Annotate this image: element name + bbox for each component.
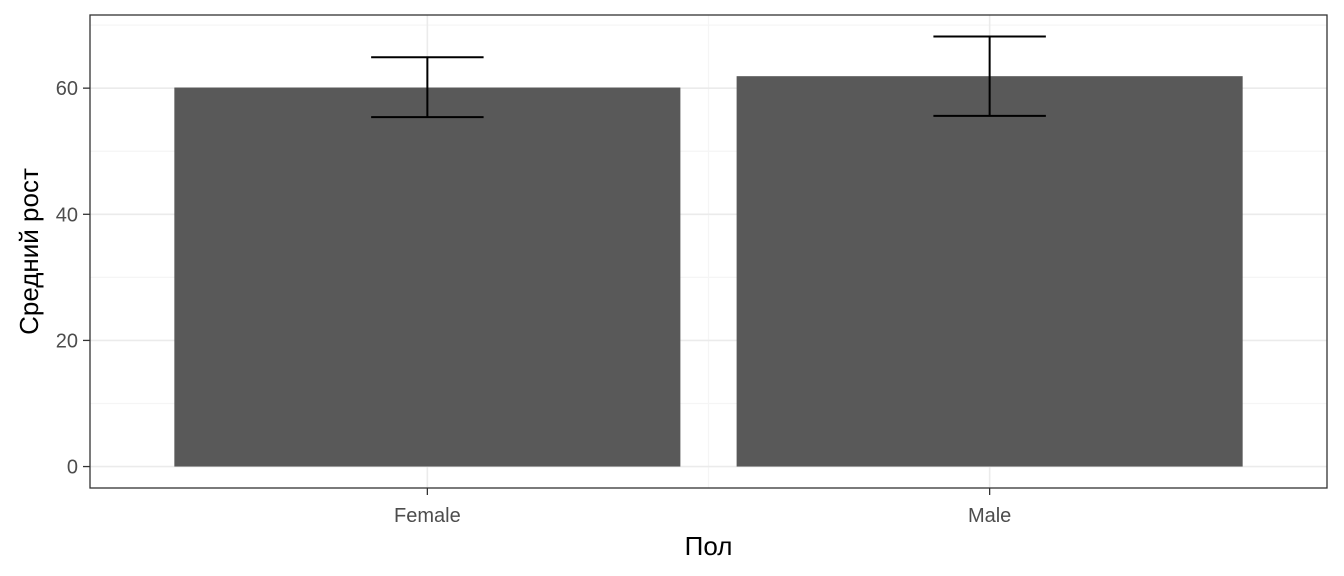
y-tick-label: 60 — [56, 78, 78, 100]
y-tick-label: 20 — [56, 330, 78, 352]
plot-panel-border — [89, 14, 1328, 489]
y-tick-label: 0 — [67, 457, 78, 479]
x-axis-ticks: Female Male — [394, 488, 1011, 527]
x-axis-title: Пол — [685, 531, 733, 561]
y-axis-ticks: 0 20 40 60 — [56, 78, 90, 479]
error-bar-male — [933, 35, 1046, 117]
bar-female — [174, 87, 681, 467]
bar-male — [736, 76, 1243, 467]
error-bar-female — [371, 56, 484, 119]
y-tick-label: 40 — [56, 204, 78, 226]
x-tick-label: Male — [968, 505, 1011, 527]
x-tick-label: Female — [394, 505, 461, 527]
bars — [174, 76, 1243, 467]
y-axis-title: Средний рост — [14, 168, 44, 335]
error-bars — [371, 35, 1046, 119]
